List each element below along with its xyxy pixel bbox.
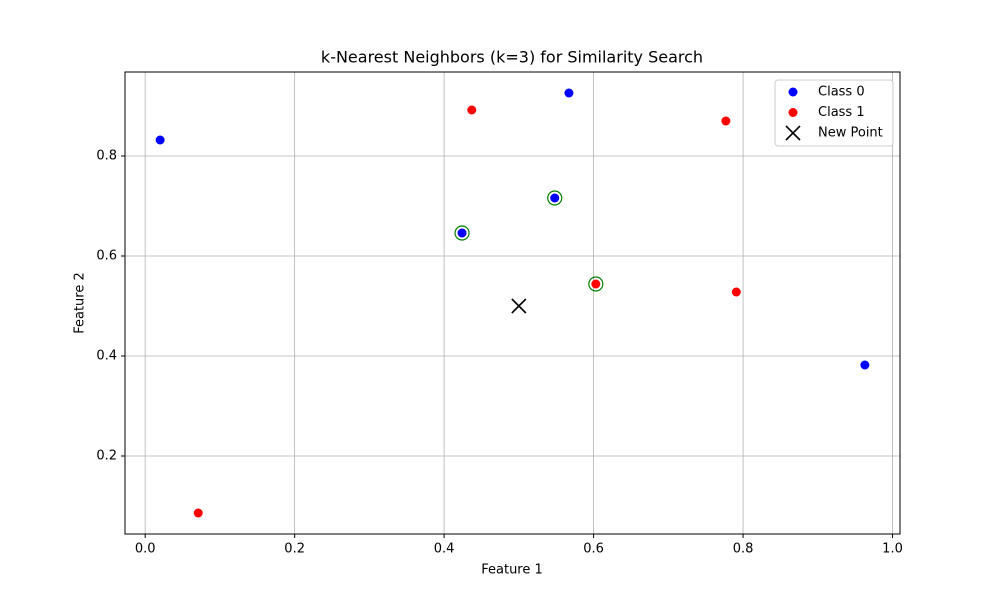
- legend-marker: [788, 108, 798, 117]
- point: [591, 279, 601, 289]
- y-tick-label: 0.4: [96, 349, 117, 364]
- neighbor-ring: [547, 190, 563, 206]
- point: [860, 360, 870, 370]
- x-tick-label: 0.4: [434, 542, 455, 557]
- point: [467, 105, 477, 115]
- x-tick-label: 0.0: [135, 542, 156, 557]
- legend-box: [774, 79, 894, 147]
- point: [457, 228, 467, 238]
- x-tick-label: 0.8: [733, 542, 754, 557]
- legend-label: Class 0: [818, 85, 865, 100]
- y-tick-label: 0.2: [96, 449, 117, 464]
- y-tick-label: 0.6: [96, 249, 117, 264]
- point: [564, 88, 574, 98]
- legend: Class 0 Class 1 New Point: [774, 79, 894, 147]
- point: [721, 116, 731, 126]
- y-axis-label: Feature 2: [73, 272, 88, 334]
- neighbor-ring: [588, 276, 604, 292]
- legend-marker: [785, 125, 801, 141]
- plot-frame: [124, 71, 901, 535]
- x-tick-label: 0.2: [284, 542, 305, 557]
- point-marker: [511, 298, 527, 314]
- legend-label: Class 1: [818, 105, 865, 120]
- legend-marker: [788, 87, 798, 97]
- point: [193, 508, 203, 518]
- x-axis-label: Feature 1: [481, 563, 543, 578]
- x-tick-label: 0.6: [583, 542, 604, 557]
- chart-title: k-Nearest Neighbors (k=3) for Similarity…: [321, 48, 703, 67]
- neighbor-ring: [454, 225, 470, 241]
- point: [731, 287, 741, 297]
- legend-label: New Point: [818, 126, 883, 141]
- x-tick-label: 1.0: [882, 542, 903, 557]
- point: [550, 193, 560, 203]
- point: [155, 135, 165, 145]
- y-tick-label: 0.8: [96, 149, 117, 164]
